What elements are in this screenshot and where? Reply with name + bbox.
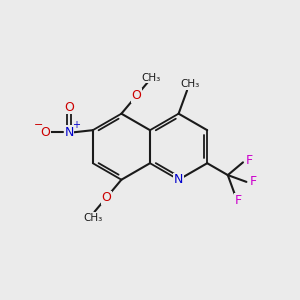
Text: F: F	[250, 176, 256, 188]
Text: O: O	[64, 101, 74, 114]
Text: −: −	[34, 120, 43, 130]
Text: N: N	[64, 126, 74, 139]
Text: CH₃: CH₃	[180, 80, 199, 89]
Text: O: O	[40, 126, 50, 139]
Text: +: +	[72, 120, 80, 130]
Text: O: O	[101, 191, 111, 204]
Text: CH₃: CH₃	[141, 73, 160, 82]
Text: F: F	[234, 194, 242, 207]
Text: N: N	[174, 173, 183, 186]
Text: O: O	[132, 89, 142, 102]
Text: CH₃: CH₃	[83, 213, 102, 223]
Text: F: F	[245, 154, 253, 167]
